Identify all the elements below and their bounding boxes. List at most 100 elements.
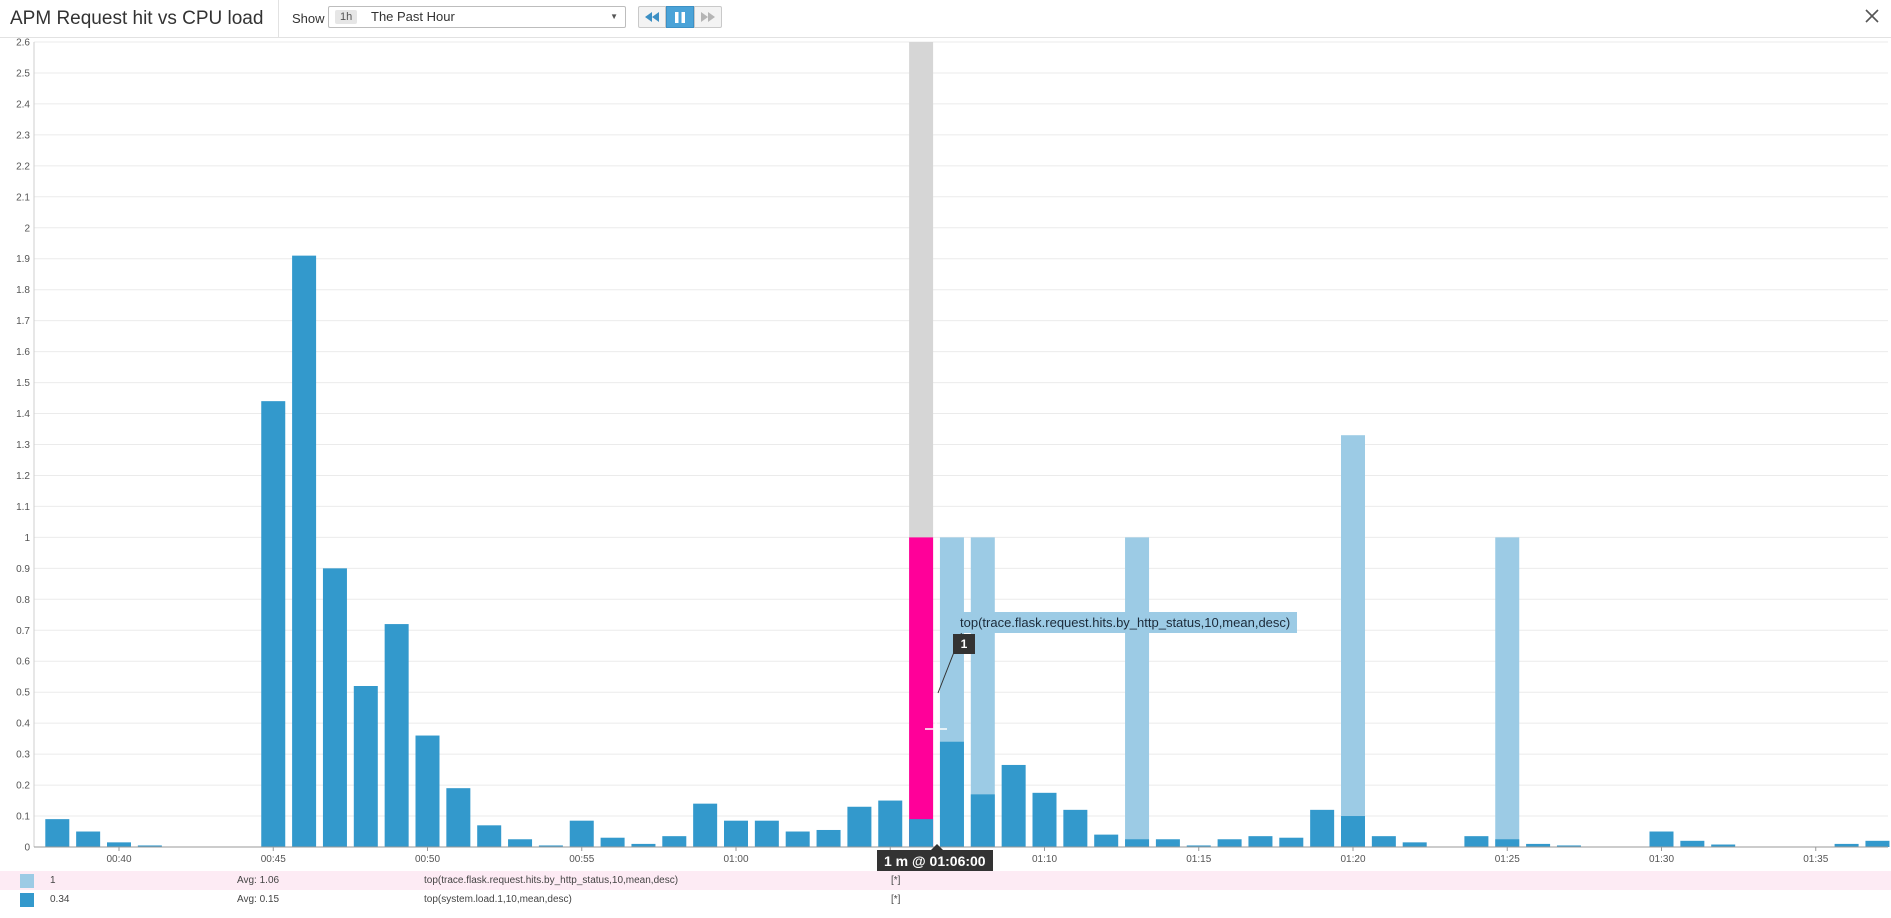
rewind-button[interactable]: [638, 6, 666, 28]
hovered-series-label: top(trace.flask.request.hits.by_http_sta…: [953, 612, 1298, 633]
bar-system-load: [322, 568, 347, 847]
y-tick-label: 2.6: [16, 38, 30, 49]
fast-forward-button[interactable]: [694, 6, 722, 28]
legend-scope: [*]: [891, 894, 901, 905]
legend-query: top(trace.flask.request.hits.by_http_sta…: [424, 875, 679, 886]
bar-system-load: [662, 836, 687, 847]
legend-average: Avg: 1.06: [237, 875, 280, 886]
bar-system-load: [1217, 839, 1242, 847]
bar-system-load: [1063, 809, 1088, 847]
bar-system-load: [353, 686, 378, 847]
bar-system-load: [1495, 839, 1520, 847]
x-tick-label: 01:00: [723, 854, 748, 865]
y-tick-label: 1.2: [16, 471, 30, 482]
fast-forward-icon: [701, 12, 715, 22]
bar-request-hits: [1495, 537, 1520, 847]
pause-button[interactable]: [666, 6, 694, 28]
x-tick-label: 01:15: [1186, 854, 1211, 865]
y-tick-label: 0.3: [16, 750, 30, 761]
y-tick-label: 1.5: [16, 378, 30, 389]
bar-system-load: [1649, 831, 1674, 847]
widget-title: APM Request hit vs CPU load: [10, 8, 264, 29]
y-tick-label: 0.4: [16, 719, 30, 730]
x-tick-label: 01:25: [1495, 854, 1520, 865]
bar-system-load: [1526, 843, 1551, 847]
bar-chart[interactable]: 0 0.1 0.2 0.3 0.4 0.5 0.6 0.7 0.8 0.9 1 1.1 1.2 1.3 1.…: [0, 38, 1891, 870]
x-tick-label: 01:10: [1032, 854, 1057, 865]
x-tick-label: 01:35: [1803, 854, 1828, 865]
bar-system-load: [939, 741, 964, 847]
x-tick-label: 00:40: [106, 854, 131, 865]
bar-system-load: [1279, 837, 1304, 847]
highlighted-bar: [909, 537, 934, 847]
bar-system-load: [878, 800, 903, 847]
legend-average: Avg: 0.15: [237, 894, 280, 905]
bar-system-load: [446, 788, 471, 847]
y-tick-label: 0.8: [16, 595, 30, 606]
bar-system-load: [538, 845, 563, 847]
y-tick-label: 1.3: [16, 440, 30, 451]
bar-system-load: [1680, 840, 1705, 847]
legend-scope: [*]: [891, 875, 901, 886]
bar-system-load: [1865, 840, 1890, 847]
bar-system-load: [1001, 764, 1026, 847]
y-tick-label: 2.1: [16, 192, 30, 203]
bar-system-load: [384, 624, 409, 847]
y-tick-label: 1.8: [16, 285, 30, 296]
rewind-icon: [645, 12, 659, 22]
chart-bars: [45, 255, 1890, 847]
bar-request-hits: [1125, 537, 1150, 847]
y-tick-label: 1.9: [16, 254, 30, 265]
y-tick-label: 0.2: [16, 781, 30, 792]
y-tick-label: 1.1: [16, 502, 30, 513]
crosshair-icon: [925, 718, 947, 740]
tooltip-arrow: [931, 844, 943, 850]
y-tick-label: 1.6: [16, 347, 30, 358]
pause-icon: [675, 11, 685, 23]
y-tick-label: 1: [24, 533, 30, 544]
bar-system-load: [1032, 792, 1057, 847]
bar-system-load: [785, 831, 810, 847]
y-axis-ticks: 0 0.1 0.2 0.3 0.4 0.5 0.6 0.7 0.8 0.9 1 1.1 1.2 1.3 1.…: [16, 38, 30, 854]
y-tick-label: 0.5: [16, 688, 30, 699]
x-tick-label: 00:50: [415, 854, 440, 865]
bar-system-load: [970, 794, 995, 847]
close-button[interactable]: [1862, 6, 1882, 26]
bar-system-load: [1186, 845, 1211, 847]
chart-axes: [33, 42, 1888, 848]
y-tick-label: 2.2: [16, 161, 30, 172]
bar-system-load: [724, 820, 748, 847]
bar-system-load: [1834, 843, 1859, 847]
chart-legend: 1 Avg: 1.06 top(trace.flask.request.hits…: [0, 871, 1891, 909]
bar-system-load: [76, 831, 101, 847]
y-tick-label: 1.4: [16, 409, 30, 420]
x-tick-label: 00:55: [569, 854, 594, 865]
bar-system-load: [600, 837, 625, 847]
legend-swatch: [20, 874, 34, 888]
bar-system-load: [477, 825, 502, 847]
timeframe-select[interactable]: 1h The Past Hour ▼: [328, 6, 626, 28]
y-tick-label: 0: [24, 843, 30, 854]
bar-system-load: [508, 839, 533, 847]
bar-system-load: [1094, 834, 1119, 847]
hover-time-tooltip: 1 m @ 01:06:00: [877, 850, 993, 872]
bar-system-load: [137, 845, 162, 847]
legend-row-request-hits[interactable]: 1 Avg: 1.06 top(trace.flask.request.hits…: [0, 871, 1891, 890]
y-tick-label: 2.5: [16, 68, 30, 79]
close-icon: [1865, 9, 1879, 23]
y-tick-label: 2.4: [16, 99, 30, 110]
bar-system-load: [816, 829, 841, 847]
bar-system-load: [261, 401, 286, 847]
bar-system-load: [1248, 836, 1273, 847]
x-tick-label: 01:20: [1340, 854, 1365, 865]
y-tick-label: 0.7: [16, 626, 30, 637]
y-tick-label: 2: [24, 223, 30, 234]
hovered-series-badge: 1: [953, 634, 975, 654]
bar-system-load: [1155, 839, 1180, 847]
bar-system-load: [1556, 845, 1581, 847]
legend-row-system-load[interactable]: 0.34 Avg: 0.15 top(system.load.1,10,mean…: [0, 890, 1891, 909]
bar-system-load: [1711, 844, 1736, 847]
bar-system-load: [292, 255, 317, 847]
bar-system-load: [569, 820, 594, 847]
y-tick-label: 1.7: [16, 316, 30, 327]
